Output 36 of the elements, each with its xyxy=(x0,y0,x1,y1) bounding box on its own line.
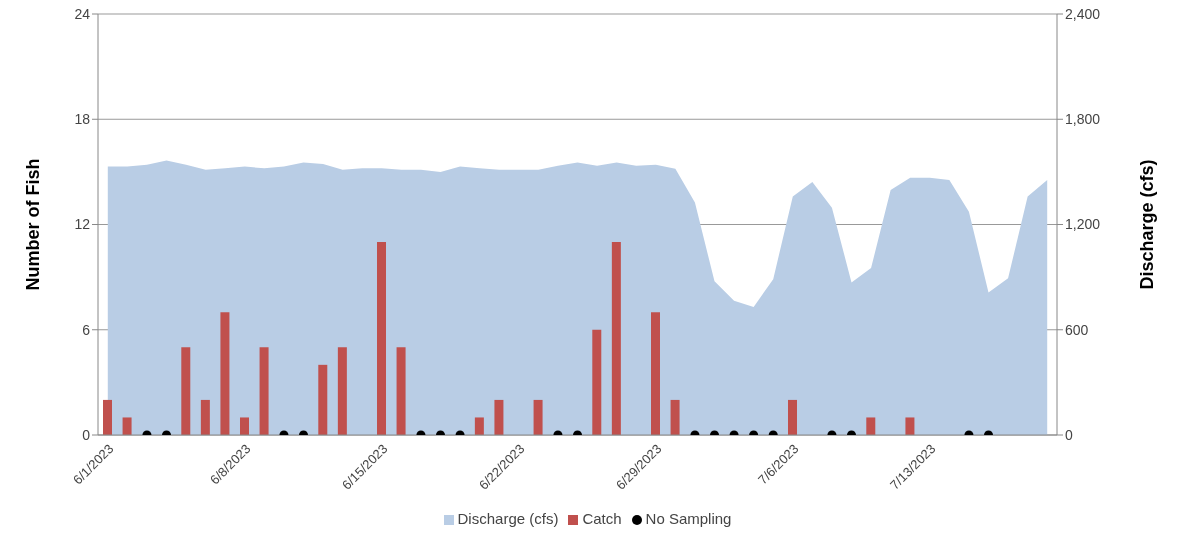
y2-tick-label: 600 xyxy=(1065,321,1089,338)
legend-label: Catch xyxy=(582,510,622,527)
y2-tick-label: 0 xyxy=(1065,426,1073,443)
bar xyxy=(866,417,876,435)
bar xyxy=(592,329,602,435)
y-tick-label: 12 xyxy=(74,216,91,233)
y2-axis-title: Discharge (cfs) xyxy=(1137,159,1158,290)
y2-tick-label: 2,400 xyxy=(1065,5,1101,22)
bar xyxy=(337,347,347,435)
bar xyxy=(788,399,797,435)
bar xyxy=(377,242,386,435)
bar xyxy=(611,242,621,435)
legend-label: No Sampling xyxy=(645,510,732,527)
bar xyxy=(122,417,132,435)
y2-tick-label: 1,200 xyxy=(1065,216,1101,233)
bar xyxy=(240,417,249,435)
bar xyxy=(905,417,915,435)
bar xyxy=(318,364,328,435)
bar xyxy=(181,347,191,435)
y-axis-title: Number of Fish xyxy=(23,158,44,291)
legend-label: Discharge (cfs) xyxy=(457,510,559,527)
y-tick-label: 18 xyxy=(74,111,91,128)
y-tick-label: 6 xyxy=(82,321,91,338)
y-tick-label: 24 xyxy=(74,5,91,22)
bar xyxy=(220,312,230,435)
y-tick-label: 0 xyxy=(82,426,91,443)
bar xyxy=(670,399,680,435)
y2-tick-label: 1,800 xyxy=(1065,111,1101,128)
bar xyxy=(396,347,406,435)
bar xyxy=(200,399,210,435)
bar xyxy=(474,417,484,435)
bar xyxy=(494,399,504,435)
bar xyxy=(651,312,660,435)
bar xyxy=(259,347,269,435)
bar xyxy=(103,399,112,435)
bar xyxy=(533,399,543,435)
